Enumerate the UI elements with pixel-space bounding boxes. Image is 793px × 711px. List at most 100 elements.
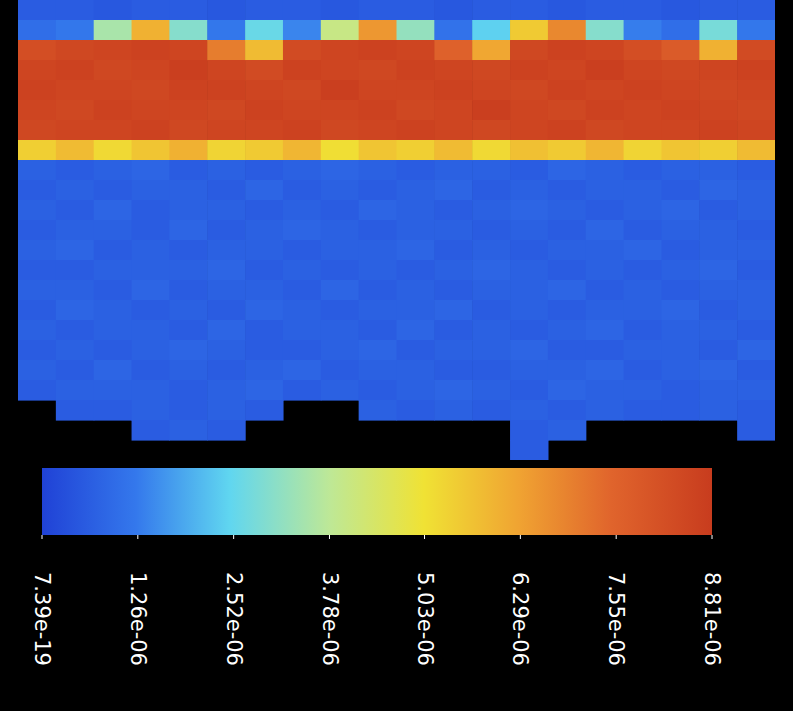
cell	[169, 360, 207, 381]
cell	[661, 80, 699, 101]
cell	[56, 180, 94, 201]
cell	[169, 20, 207, 41]
cell	[132, 160, 170, 181]
cell	[169, 340, 207, 361]
cell	[245, 360, 283, 381]
cell	[661, 160, 699, 181]
cell	[699, 220, 737, 241]
cell	[434, 140, 472, 161]
cell	[56, 300, 94, 321]
cell	[586, 300, 624, 321]
cell	[359, 400, 397, 421]
cell	[434, 80, 472, 101]
colorbar-label: 5.03e-06	[413, 572, 437, 666]
cell	[359, 160, 397, 181]
cell	[548, 100, 586, 121]
cell	[510, 220, 548, 241]
cell	[169, 40, 207, 61]
cell	[321, 20, 359, 41]
cell	[737, 340, 775, 361]
cell	[321, 120, 359, 141]
cell	[207, 320, 245, 341]
cell	[132, 400, 170, 421]
cell	[321, 260, 359, 281]
cell	[397, 60, 435, 81]
cell	[510, 260, 548, 281]
colorbar	[42, 468, 712, 535]
colorbar-tick	[520, 535, 521, 539]
cell	[434, 300, 472, 321]
cell	[586, 60, 624, 81]
cell	[434, 100, 472, 121]
cell	[169, 140, 207, 161]
cell	[586, 80, 624, 101]
cell	[207, 100, 245, 121]
cell	[94, 120, 132, 141]
cell	[472, 240, 510, 261]
cell	[472, 220, 510, 241]
cell	[737, 200, 775, 221]
cell	[434, 160, 472, 181]
cell	[132, 120, 170, 141]
cell	[661, 100, 699, 121]
cell	[321, 340, 359, 361]
cell	[661, 240, 699, 261]
cell	[510, 0, 548, 21]
cell	[94, 220, 132, 241]
cell	[586, 320, 624, 341]
cell	[624, 400, 662, 421]
cell	[472, 60, 510, 81]
cell	[472, 120, 510, 141]
cell	[94, 320, 132, 341]
cell	[624, 300, 662, 321]
cell	[397, 400, 435, 421]
cell	[56, 160, 94, 181]
cell	[169, 320, 207, 341]
cell	[207, 280, 245, 301]
colorbar-label: 3.78e-06	[318, 572, 342, 666]
cell	[18, 120, 56, 141]
cell	[548, 380, 586, 401]
colorbar-label: 8.81e-06	[700, 572, 724, 666]
cell	[472, 380, 510, 401]
cell	[548, 340, 586, 361]
cell	[510, 100, 548, 121]
cell	[737, 80, 775, 101]
cell	[510, 200, 548, 221]
cell	[548, 420, 586, 441]
cell	[245, 60, 283, 81]
cell	[586, 380, 624, 401]
cell	[132, 20, 170, 41]
cell	[132, 280, 170, 301]
cell	[169, 100, 207, 121]
cell	[699, 320, 737, 341]
cell	[737, 60, 775, 81]
cell	[283, 380, 321, 401]
cell	[624, 260, 662, 281]
cell	[548, 20, 586, 41]
cell	[18, 60, 56, 81]
cell	[699, 40, 737, 61]
cell	[510, 280, 548, 301]
cell	[321, 320, 359, 341]
cell	[283, 120, 321, 141]
cell	[397, 320, 435, 341]
cell	[737, 380, 775, 401]
colorbar-label: 2.52e-06	[222, 572, 246, 666]
cell	[699, 20, 737, 41]
cell	[321, 60, 359, 81]
cell	[56, 120, 94, 141]
cell	[397, 240, 435, 261]
cell	[283, 160, 321, 181]
cell	[510, 140, 548, 161]
cell	[624, 60, 662, 81]
cell	[56, 40, 94, 61]
cell	[737, 220, 775, 241]
cell	[132, 100, 170, 121]
colorbar-tick	[616, 535, 617, 539]
cell	[586, 40, 624, 61]
cell	[699, 240, 737, 261]
cell	[169, 0, 207, 21]
cell	[207, 400, 245, 421]
cell	[472, 300, 510, 321]
